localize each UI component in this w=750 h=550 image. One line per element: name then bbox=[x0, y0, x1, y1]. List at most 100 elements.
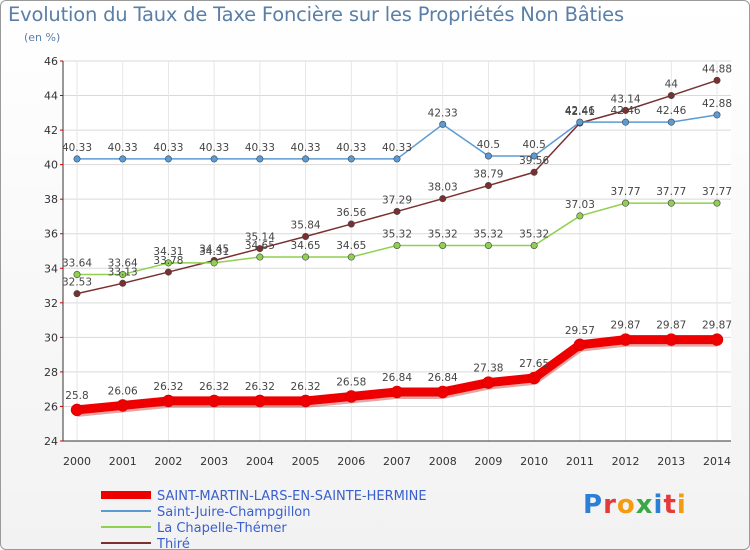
data-point bbox=[393, 241, 401, 249]
data-point bbox=[530, 241, 538, 249]
data-point bbox=[73, 155, 81, 163]
data-label: 32.53 bbox=[62, 277, 92, 289]
y-tick-label: 42 bbox=[44, 124, 58, 137]
y-tick-label: 40 bbox=[44, 159, 58, 172]
data-label: 33.64 bbox=[108, 257, 138, 269]
data-label: 40.5 bbox=[477, 139, 500, 151]
data-point bbox=[210, 259, 218, 267]
data-label: 26.06 bbox=[108, 385, 138, 397]
data-label: 26.32 bbox=[291, 381, 321, 393]
data-label: 26.32 bbox=[245, 381, 275, 393]
data-point bbox=[299, 394, 312, 408]
x-tick-label: 2012 bbox=[612, 455, 640, 468]
data-point bbox=[576, 212, 584, 220]
x-tick-label: 2009 bbox=[474, 455, 502, 468]
y-tick-label: 44 bbox=[44, 90, 58, 103]
data-point bbox=[710, 333, 724, 346]
data-label: 40.33 bbox=[153, 142, 183, 154]
data-label: 33.78 bbox=[153, 255, 183, 267]
data-point bbox=[302, 232, 310, 240]
data-label: 42.46 bbox=[565, 105, 595, 117]
data-point bbox=[482, 376, 495, 389]
chart-title: Evolution du Taux de Taxe Foncière sur l… bbox=[8, 3, 624, 26]
data-label: 39.56 bbox=[519, 155, 549, 167]
data-label: 40.33 bbox=[336, 142, 366, 154]
data-point bbox=[119, 279, 127, 287]
data-point bbox=[116, 399, 129, 412]
data-point bbox=[622, 106, 630, 114]
data-point bbox=[439, 241, 447, 249]
legend-label: La Chapelle-Thémer bbox=[157, 521, 287, 536]
data-label: 40.33 bbox=[291, 142, 321, 154]
x-tick-label: 2001 bbox=[109, 455, 137, 468]
data-point bbox=[665, 333, 678, 346]
data-point bbox=[393, 155, 401, 163]
data-point bbox=[162, 394, 175, 408]
y-tick-label: 36 bbox=[44, 228, 58, 241]
data-label: 44.88 bbox=[702, 63, 732, 75]
data-label: 35.84 bbox=[291, 219, 321, 231]
data-label: 29.87 bbox=[702, 320, 732, 332]
data-point bbox=[576, 118, 584, 126]
data-label: 37.03 bbox=[565, 199, 595, 211]
data-label: 35.32 bbox=[519, 228, 549, 240]
data-label: 40.5 bbox=[522, 139, 545, 151]
data-point bbox=[256, 245, 264, 253]
x-tick-label: 2007 bbox=[383, 455, 411, 468]
data-label: 36.56 bbox=[336, 207, 366, 219]
data-label: 40.33 bbox=[62, 142, 92, 154]
data-point bbox=[302, 253, 310, 261]
data-label: 26.32 bbox=[153, 381, 183, 393]
data-point bbox=[347, 155, 355, 163]
data-point bbox=[573, 338, 587, 352]
x-tick-label: 2005 bbox=[292, 455, 320, 468]
proxiti-logo: Proxiti bbox=[583, 490, 687, 520]
data-point bbox=[622, 118, 630, 126]
data-point bbox=[390, 385, 404, 399]
data-label: 26.32 bbox=[199, 381, 229, 393]
data-point bbox=[484, 152, 492, 160]
data-point bbox=[667, 199, 675, 207]
data-point bbox=[70, 403, 84, 417]
chart-subtitle: (en %) bbox=[24, 31, 61, 44]
data-label: 43.14 bbox=[611, 93, 641, 105]
data-point bbox=[713, 76, 721, 84]
data-point bbox=[667, 92, 675, 100]
data-point bbox=[622, 199, 630, 207]
data-label: 26.84 bbox=[382, 372, 412, 384]
data-label: 26.84 bbox=[428, 372, 458, 384]
data-point bbox=[302, 155, 310, 163]
data-label: 34.65 bbox=[245, 240, 275, 252]
data-label: 34.65 bbox=[291, 240, 321, 252]
data-label: 42.88 bbox=[702, 98, 732, 110]
data-point bbox=[164, 259, 172, 267]
data-label: 40.33 bbox=[199, 142, 229, 154]
data-point bbox=[347, 253, 355, 261]
data-label: 35.32 bbox=[428, 228, 458, 240]
data-label: 33.13 bbox=[108, 266, 138, 278]
data-point bbox=[530, 152, 538, 160]
data-label: 44 bbox=[665, 79, 679, 91]
y-tick-label: 24 bbox=[44, 435, 58, 448]
y-tick-label: 26 bbox=[44, 400, 58, 413]
data-label: 33.64 bbox=[62, 257, 92, 269]
data-label: 40.33 bbox=[108, 142, 138, 154]
data-point bbox=[484, 182, 492, 190]
data-point bbox=[253, 394, 267, 408]
data-label: 42.33 bbox=[428, 107, 458, 119]
data-point bbox=[347, 220, 355, 228]
data-label: 26.58 bbox=[336, 376, 366, 388]
y-tick-label: 38 bbox=[44, 193, 58, 206]
legend-label: Saint-Juire-Champgillon bbox=[157, 505, 311, 520]
data-label: 38.03 bbox=[428, 182, 458, 194]
data-label: 29.87 bbox=[656, 320, 686, 332]
data-point bbox=[73, 290, 81, 298]
x-tick-label: 2003 bbox=[200, 455, 228, 468]
data-label: 27.65 bbox=[519, 358, 549, 370]
data-point bbox=[73, 270, 81, 278]
data-point bbox=[207, 394, 221, 408]
x-tick-label: 2000 bbox=[63, 455, 91, 468]
data-point bbox=[436, 385, 449, 399]
data-label: 34.45 bbox=[199, 244, 229, 256]
